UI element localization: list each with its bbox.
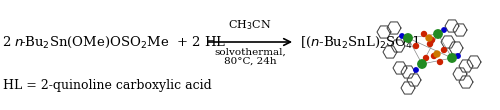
Text: 80°C, 24h: 80°C, 24h xyxy=(224,57,276,66)
Circle shape xyxy=(426,35,432,41)
Text: [($\mathit{n}$-Bu$_2$SnL)$_2$SO$_4$]: [($\mathit{n}$-Bu$_2$SnL)$_2$SO$_4$] xyxy=(300,34,418,50)
Circle shape xyxy=(442,48,446,52)
Circle shape xyxy=(404,34,412,42)
Text: 2: 2 xyxy=(3,36,16,49)
Circle shape xyxy=(432,53,436,59)
Text: solvothermal,: solvothermal, xyxy=(214,48,286,57)
Circle shape xyxy=(414,68,418,72)
Text: -Bu$_2$Sn(OMe)OSO$_2$Me  + 2 HL: -Bu$_2$Sn(OMe)OSO$_2$Me + 2 HL xyxy=(20,34,227,50)
Circle shape xyxy=(414,43,418,49)
Circle shape xyxy=(400,34,404,38)
Circle shape xyxy=(434,30,442,38)
Circle shape xyxy=(424,56,428,60)
Circle shape xyxy=(448,54,456,62)
Circle shape xyxy=(438,60,442,64)
Text: $\mathit{n}$: $\mathit{n}$ xyxy=(14,36,24,49)
Circle shape xyxy=(428,41,432,47)
Circle shape xyxy=(456,54,460,58)
Circle shape xyxy=(442,28,446,32)
Circle shape xyxy=(418,60,426,68)
Circle shape xyxy=(422,31,426,37)
Circle shape xyxy=(434,51,440,57)
Circle shape xyxy=(430,38,434,42)
Text: CH$_3$CN: CH$_3$CN xyxy=(228,18,272,32)
Text: HL = 2-quinoline carboxylic acid: HL = 2-quinoline carboxylic acid xyxy=(3,79,212,92)
